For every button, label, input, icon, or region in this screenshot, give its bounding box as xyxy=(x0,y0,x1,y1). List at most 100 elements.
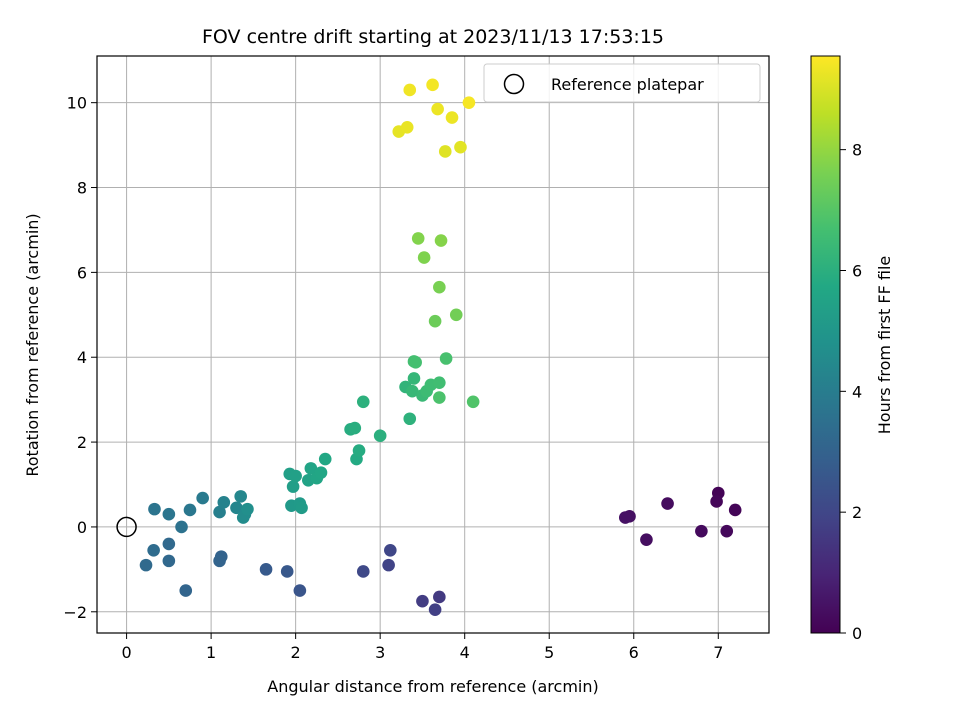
data-point xyxy=(433,376,446,389)
data-point xyxy=(147,543,160,557)
data-point xyxy=(710,495,723,508)
data-point xyxy=(318,452,332,466)
data-point xyxy=(213,505,226,519)
data-point xyxy=(295,501,308,515)
data-point xyxy=(438,145,452,158)
data-points xyxy=(139,78,742,616)
x-tick-label: 6 xyxy=(629,643,639,662)
data-point xyxy=(280,565,294,578)
data-point xyxy=(433,590,446,604)
data-point xyxy=(434,234,448,247)
y-tick-label: −2 xyxy=(63,603,87,622)
colorbar xyxy=(810,55,841,634)
x-tick-label: 0 xyxy=(121,643,131,662)
data-point xyxy=(445,111,459,124)
data-point xyxy=(384,543,397,557)
data-point xyxy=(179,584,193,597)
data-point xyxy=(695,524,708,538)
legend-reference-marker-icon xyxy=(503,73,525,95)
data-point xyxy=(234,490,247,503)
data-point xyxy=(259,563,273,576)
x-tick-label: 5 xyxy=(544,643,554,662)
data-point xyxy=(454,140,467,154)
y-tick-label: 6 xyxy=(77,263,87,282)
data-point xyxy=(449,308,463,322)
y-tick-label: 2 xyxy=(77,433,87,452)
data-point xyxy=(217,496,231,509)
data-point xyxy=(433,280,446,294)
data-point xyxy=(431,102,444,116)
plot-frame xyxy=(96,55,770,634)
data-point xyxy=(348,421,362,435)
data-point xyxy=(314,466,328,479)
legend-box xyxy=(483,63,761,103)
chart-title: FOV centre drift starting at 2023/11/13 … xyxy=(202,26,664,48)
data-point xyxy=(356,395,370,409)
data-point xyxy=(293,584,307,597)
data-point xyxy=(405,384,419,398)
data-point xyxy=(720,524,734,538)
data-point xyxy=(175,520,188,534)
data-point xyxy=(466,395,480,409)
data-point xyxy=(426,78,439,92)
x-tick-label: 4 xyxy=(460,643,470,662)
data-point xyxy=(428,603,442,616)
x-tick-label: 2 xyxy=(291,643,301,662)
x-tick-label: 7 xyxy=(713,643,723,662)
data-point xyxy=(373,429,387,443)
data-point xyxy=(661,497,674,510)
data-point xyxy=(382,558,395,572)
data-point xyxy=(417,251,431,264)
data-point xyxy=(403,412,417,426)
y-tick-label: 0 xyxy=(77,518,87,537)
x-tick-label: 3 xyxy=(375,643,385,662)
data-point xyxy=(162,537,176,551)
data-point xyxy=(411,232,425,245)
data-point xyxy=(213,554,226,568)
legend: Reference platepar xyxy=(483,63,761,103)
reference-platepar-marker xyxy=(116,516,137,538)
grid-lines xyxy=(97,56,769,633)
data-point xyxy=(462,96,476,109)
y-axis-label: Rotation from reference (arcmin) xyxy=(23,213,42,476)
y-tick-label: 8 xyxy=(77,179,87,198)
colorbar-ticks: 0 2 4 6 8 xyxy=(840,141,862,643)
data-point xyxy=(409,356,422,369)
colorbar-tick-label: 4 xyxy=(852,382,862,401)
data-point xyxy=(619,511,632,524)
y-axis-ticks: −2 0 2 4 6 8 10 xyxy=(63,94,97,622)
data-point xyxy=(286,480,300,493)
data-point xyxy=(289,469,302,483)
colorbar-tick-label: 2 xyxy=(852,503,862,522)
colorbar-label: Hours from first FF file xyxy=(875,256,894,435)
data-point xyxy=(439,352,453,365)
y-tick-label: 4 xyxy=(77,348,87,367)
data-point xyxy=(403,83,417,97)
data-point xyxy=(241,502,254,516)
data-point xyxy=(640,533,653,546)
data-point xyxy=(428,314,442,328)
data-point xyxy=(352,444,366,457)
data-point xyxy=(400,120,414,134)
x-tick-label: 1 xyxy=(206,643,216,662)
data-point xyxy=(407,372,421,385)
data-point xyxy=(356,565,370,578)
data-point xyxy=(183,503,197,517)
colorbar-tick-label: 0 xyxy=(852,624,862,643)
data-point xyxy=(148,502,161,516)
data-point xyxy=(433,391,446,404)
data-point xyxy=(162,554,176,568)
data-point xyxy=(196,491,209,505)
data-point xyxy=(304,462,318,475)
y-tick-label: 10 xyxy=(67,94,87,113)
data-point xyxy=(416,594,429,608)
data-point xyxy=(162,507,176,521)
x-axis-ticks: 0 1 2 3 4 5 6 7 xyxy=(121,633,723,662)
legend-entry-reference-platepar: Reference platepar xyxy=(551,75,704,94)
x-axis-label: Angular distance from reference (arcmin) xyxy=(267,677,598,696)
colorbar-tick-label: 6 xyxy=(852,261,862,280)
data-point xyxy=(728,503,742,517)
colorbar-tick-label: 8 xyxy=(852,141,862,160)
data-point xyxy=(139,558,153,572)
